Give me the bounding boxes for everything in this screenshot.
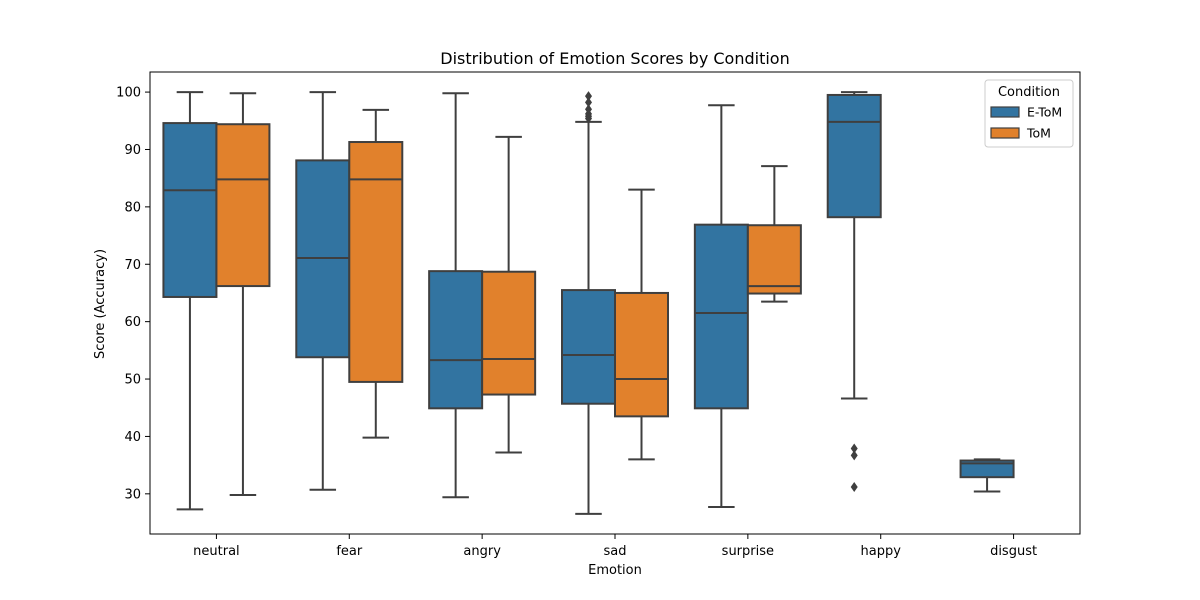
x-tick-label-sad: sad [604,544,627,559]
box-e-tom-fear [295,91,351,491]
box-tom-surprise [746,165,802,303]
legend-title: Condition [998,85,1060,100]
box-tom-sad [614,188,669,461]
outlier-e-tom-happy-1 [850,450,858,461]
x-tick-label-surprise: surprise [722,544,774,559]
box-body-e-tom-surprise [693,223,749,410]
plot-area [162,91,1015,515]
chart-title: Distribution of Emotion Scores by Condit… [440,49,789,68]
box-body-tom-angry [481,270,537,396]
y-tick-label-70: 70 [124,258,141,273]
y-tick-label-100: 100 [116,86,141,101]
outlier-e-tom-sad-5 [585,91,592,102]
outlier-e-tom-happy-0 [850,481,858,492]
x-tick-label-neutral: neutral [193,544,240,559]
x-tick-label-angry: angry [463,544,501,559]
box-body-tom-sad [614,291,669,418]
box-e-tom-surprise [693,104,749,509]
legend-swatch-tom [990,127,1020,139]
box-body-tom-neutral [215,123,271,288]
y-tick-label-90: 90 [124,143,141,158]
box-e-tom-sad [561,91,616,515]
x-tick-label-fear: fear [336,544,363,559]
x-tick-label-happy: happy [861,544,902,559]
y-tick-label-60: 60 [124,315,141,330]
box-body-e-tom-neutral [162,122,218,298]
legend: Condition E-ToM ToM [984,79,1074,148]
outlier-e-tom-sad-3 [585,104,592,115]
outlier-e-tom-happy-2 [850,443,858,454]
box-body-tom-surprise [746,224,802,295]
box-tom-fear [348,108,404,439]
x-axis-label: Emotion [588,563,642,578]
box-body-tom-fear [348,141,404,383]
box-tom-neutral [215,92,271,496]
box-e-tom-happy [826,91,882,492]
x-tick-label-disgust: disgust [990,544,1037,559]
box-tom-angry [481,135,537,454]
box-e-tom-neutral [162,91,218,511]
box-body-e-tom-sad [561,289,616,405]
outlier-e-tom-sad-4 [585,97,592,108]
axes: 30 40 50 60 70 80 90 100 neutral fear angry sad surp… [116,71,1081,559]
box-body-e-tom-angry [428,270,484,410]
y-tick-label-50: 50 [124,373,141,388]
y-tick-label-80: 80 [124,200,141,215]
box-e-tom-angry [428,92,484,499]
legend-label-tom: ToM [1026,126,1051,141]
box-body-e-tom-happy [826,93,882,219]
box-body-e-tom-disgust [959,459,1015,479]
box-e-tom-disgust [959,458,1015,493]
y-tick-label-30: 30 [124,487,141,502]
legend-swatch-e-tom [990,106,1020,118]
legend-label-e-tom: E-ToM [1027,105,1062,120]
y-tick-label-40: 40 [124,430,141,445]
y-axis-label: Score (Accuracy) [93,249,108,359]
